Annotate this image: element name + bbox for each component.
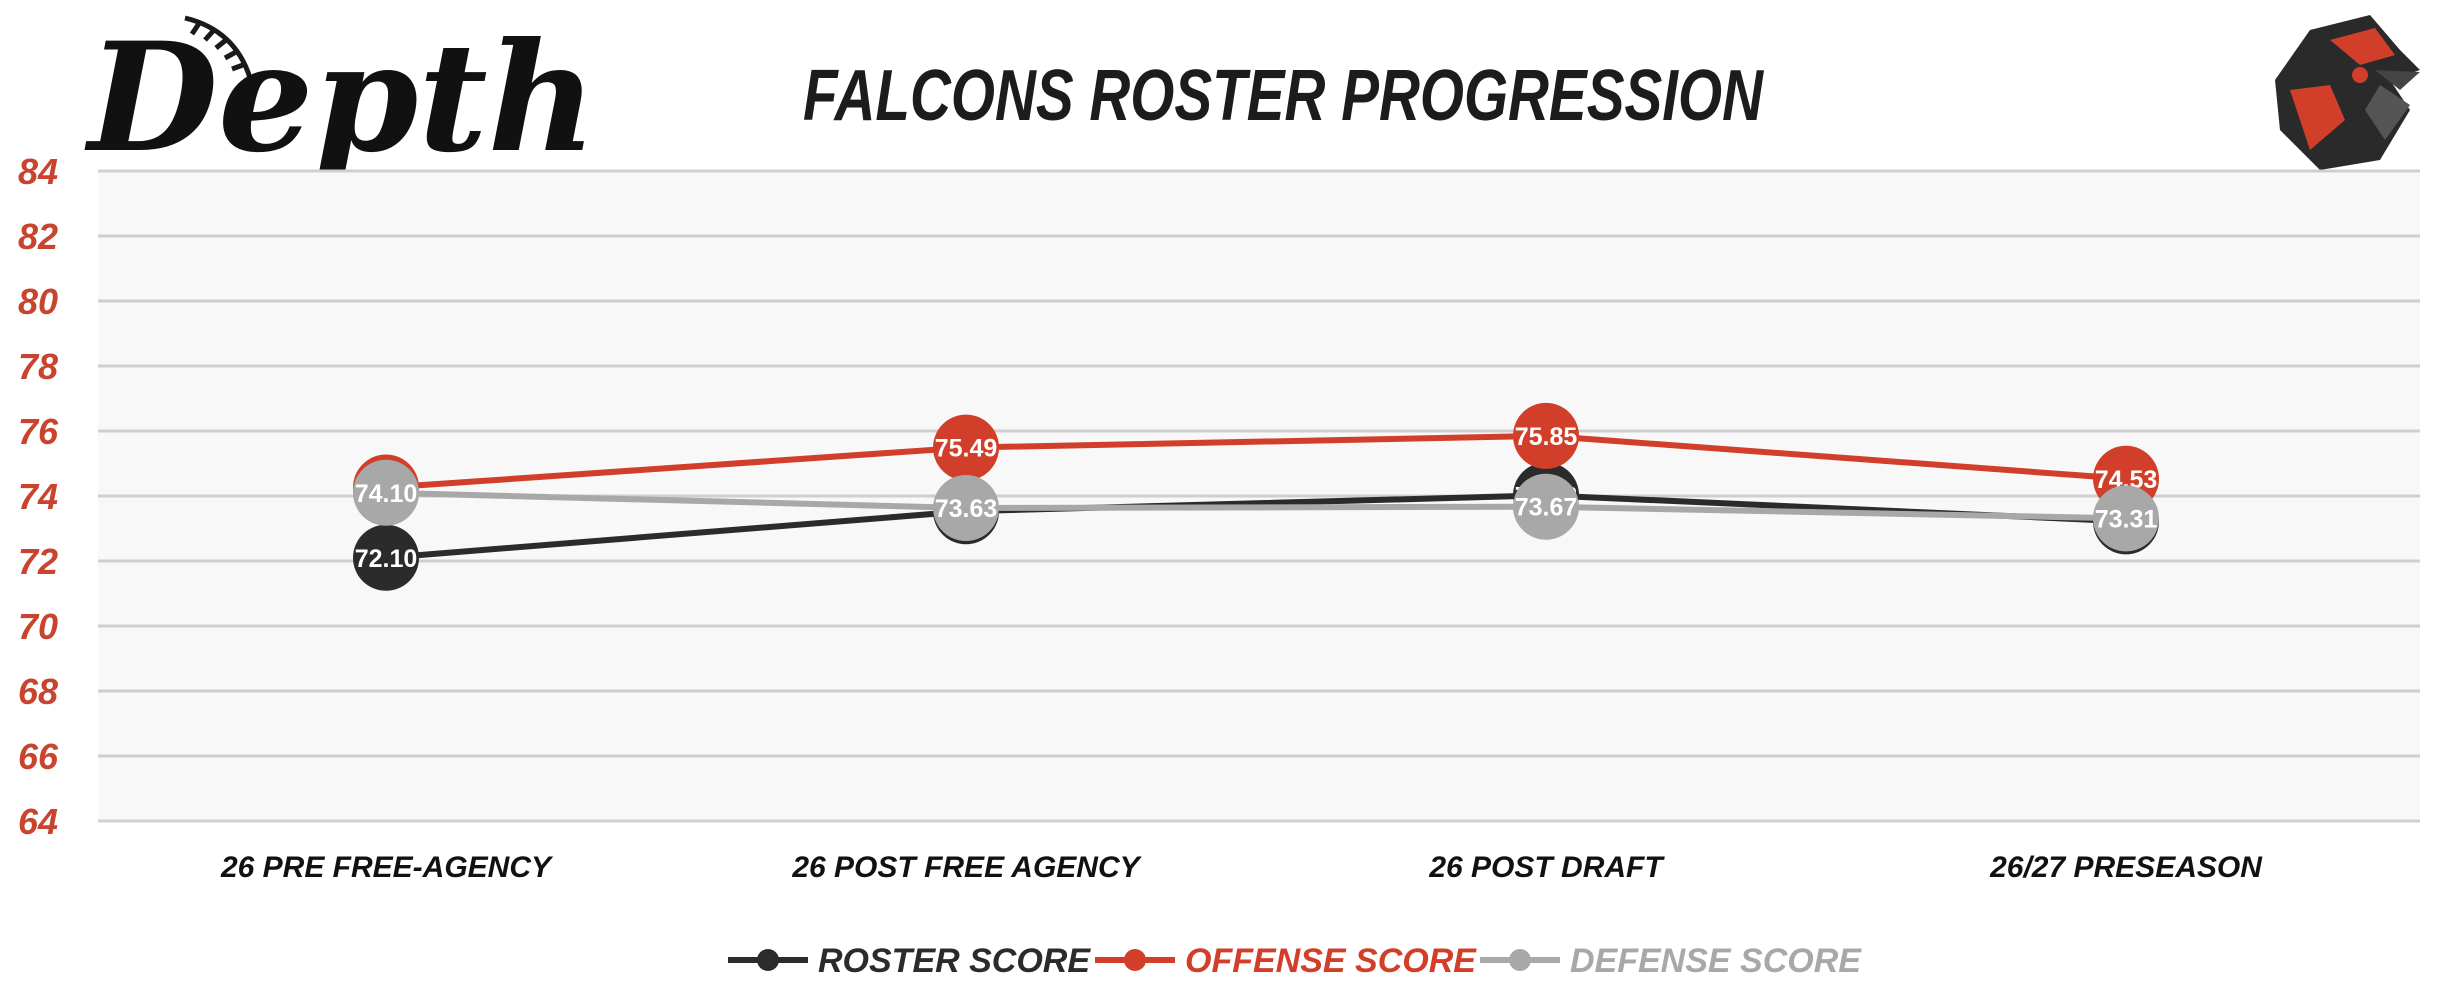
- chart-title: FALCONS ROSTER PROGRESSION: [803, 56, 1765, 136]
- y-tick-label: 64: [18, 801, 58, 842]
- y-tick-label: 68: [18, 671, 58, 712]
- series-layer: 72.1073.5374.0273.2274.2675.4975.8574.53…: [353, 402, 2159, 591]
- legend-label: DEFENSE SCORE: [1570, 942, 1862, 980]
- depth-logo-text: Depth: [84, 10, 597, 186]
- y-tick-label: 78: [18, 346, 58, 387]
- defense-score-data-label: 73.31: [2095, 505, 2158, 533]
- x-axis: 26 PRE FREE-AGENCY 26 POST FREE AGENCY 26 …: [220, 851, 2263, 884]
- roster-score-data-label: 72.10: [355, 545, 418, 573]
- legend-swatch-marker: [1124, 949, 1146, 971]
- falcon-mascot-icon: [2275, 15, 2420, 170]
- y-tick-label: 80: [18, 281, 58, 322]
- defense-score-point: [2093, 485, 2159, 552]
- defense-score-point: [353, 459, 419, 526]
- offense-score-data-label: 75.85: [1515, 423, 1578, 451]
- roster-score-point: [353, 524, 419, 591]
- offense-score-point: [933, 414, 999, 481]
- roster-score-line: [385, 492, 2127, 561]
- legend-label: OFFENSE SCORE: [1185, 942, 1477, 980]
- series-defense-score: 74.10 73.63 73.67 73.31: [353, 459, 2159, 552]
- legend-swatch-marker: [1509, 949, 1531, 971]
- legend-item-offense-score: OFFENSE SCORE: [1095, 942, 1477, 980]
- y-tick-label: 70: [18, 606, 58, 647]
- legend: ROSTER SCORE OFFENSE SCORE DEFENSE SCORE: [728, 942, 1862, 980]
- legend-item-defense-score: DEFENSE SCORE: [1480, 942, 1862, 980]
- legend-item-roster-score: ROSTER SCORE: [728, 942, 1091, 980]
- offense-score-data-label: 75.49: [935, 435, 998, 463]
- defense-score-point: [1513, 473, 1579, 540]
- x-tick-label: 26 PRE FREE-AGENCY: [220, 851, 554, 884]
- y-tick-label: 66: [18, 736, 59, 777]
- offense-score-point: [1513, 402, 1579, 469]
- x-tick-label: 26 POST FREE AGENCY: [791, 851, 1142, 884]
- y-axis: 84 82 80 78 76 74 72 70 68 66 64: [18, 151, 59, 842]
- y-tick-label: 76: [18, 411, 59, 452]
- x-tick-label: 26/27 PRESEASON: [1989, 851, 2263, 884]
- defense-score-line: [385, 489, 2127, 522]
- y-tick-label: 82: [18, 216, 58, 257]
- x-tick-label: 26 POST DRAFT: [1428, 851, 1665, 884]
- defense-score-point: [933, 475, 999, 542]
- y-tick-label: 74: [18, 476, 58, 517]
- offense-score-line: [385, 432, 2127, 491]
- legend-swatch-marker: [757, 949, 779, 971]
- defense-score-data-label: 74.10: [355, 480, 418, 508]
- y-tick-label: 72: [18, 541, 58, 582]
- gridlines: [98, 169, 2420, 823]
- defense-score-data-label: 73.63: [935, 495, 998, 523]
- depth-logo: Depth: [84, 10, 597, 186]
- defense-score-data-label: 73.67: [1515, 494, 1578, 522]
- baseball-stitch-icon: [184, 15, 253, 79]
- y-tick-label: 84: [18, 151, 58, 192]
- legend-label: ROSTER SCORE: [818, 942, 1091, 980]
